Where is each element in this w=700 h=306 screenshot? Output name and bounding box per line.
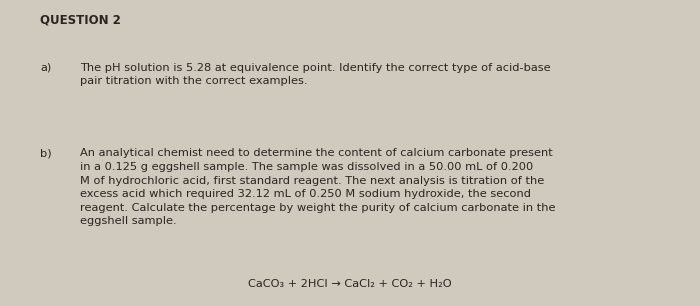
Text: a): a) — [40, 63, 51, 73]
Text: CaCO₃ + 2HCl → CaCl₂ + CO₂ + H₂O: CaCO₃ + 2HCl → CaCl₂ + CO₂ + H₂O — [248, 279, 452, 289]
Text: QUESTION 2: QUESTION 2 — [40, 14, 121, 27]
Text: The pH solution is 5.28 at equivalence point. Identify the correct type of acid-: The pH solution is 5.28 at equivalence p… — [80, 63, 551, 86]
Text: b): b) — [40, 148, 52, 159]
Text: An analytical chemist need to determine the content of calcium carbonate present: An analytical chemist need to determine … — [80, 148, 556, 226]
